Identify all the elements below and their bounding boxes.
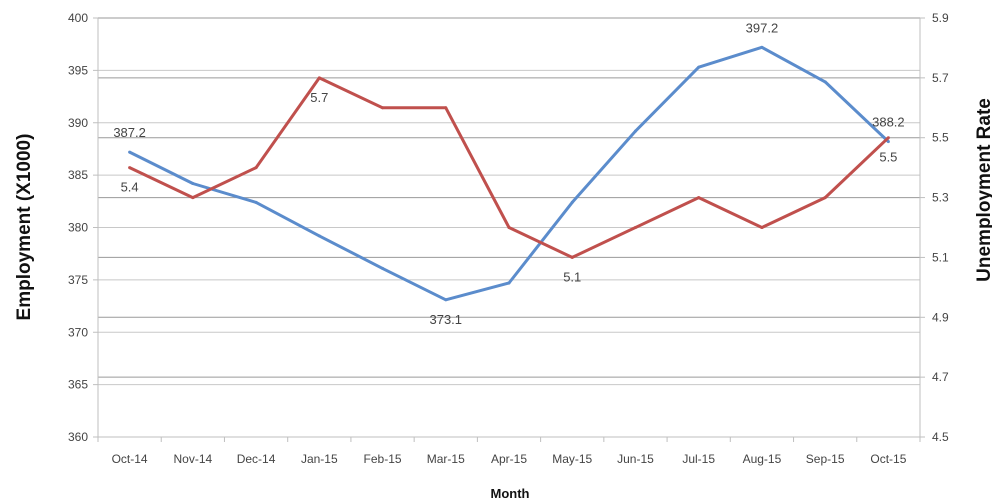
- x-tick-label: Dec-14: [237, 452, 276, 466]
- y-left-tick-label: 370: [68, 325, 88, 339]
- y-left-tick-label: 365: [68, 378, 88, 392]
- x-tick-label: Jul-15: [682, 452, 715, 466]
- data-point-right: [191, 196, 195, 200]
- data-point-right: [317, 76, 321, 80]
- y-right-axis-title: Unemployment Rate: [974, 98, 992, 282]
- y-right-tick-label: 5.7: [932, 71, 949, 85]
- x-tick-label: Sep-15: [806, 452, 845, 466]
- data-point-left: [570, 200, 574, 204]
- y-left-tick-label: 360: [68, 430, 88, 444]
- y-left-axis-title: Employment (X1000): [14, 134, 35, 321]
- data-label: 397.2: [746, 20, 779, 35]
- data-point-right: [254, 166, 258, 170]
- y-left-tick-label: 400: [68, 11, 88, 25]
- data-label: 373.1: [429, 312, 462, 327]
- data-point-right: [697, 196, 701, 200]
- data-point-left: [191, 182, 195, 186]
- data-label: 5.1: [563, 269, 581, 284]
- x-tick-label: May-15: [552, 452, 592, 466]
- y-left-tick-label: 390: [68, 116, 88, 130]
- data-point-right: [128, 166, 132, 170]
- data-point-right: [633, 226, 637, 229]
- data-point-right: [886, 136, 890, 140]
- data-point-right: [507, 226, 511, 229]
- data-point-right: [381, 106, 385, 110]
- x-tick-label: Jun-15: [617, 452, 654, 466]
- data-label: 388.2: [872, 115, 905, 130]
- data-point-left: [381, 266, 385, 270]
- data-point-left: [823, 80, 827, 84]
- x-tick-label: Oct-15: [870, 452, 906, 466]
- data-point-right: [823, 196, 827, 200]
- data-point-left: [760, 45, 764, 49]
- x-tick-label: Jan-15: [301, 452, 338, 466]
- data-point-left: [886, 140, 890, 144]
- x-tick-label: Aug-15: [743, 452, 782, 466]
- y-right-tick-label: 4.7: [932, 370, 949, 384]
- y-right-tick-label: 5.3: [932, 191, 949, 205]
- data-point-right: [760, 226, 764, 229]
- y-right-tick-label: 4.9: [932, 310, 949, 324]
- y-left-tick-label: 380: [68, 221, 88, 235]
- data-label: 5.7: [310, 90, 328, 105]
- data-point-right: [444, 106, 448, 110]
- y-right-tick-label: 5.1: [932, 250, 949, 264]
- data-point-left: [633, 129, 637, 133]
- y-right-tick-label: 5.5: [932, 131, 949, 145]
- data-point-left: [507, 281, 511, 285]
- x-tick-label: Apr-15: [491, 452, 527, 466]
- y-right-tick-label: 5.9: [932, 11, 949, 25]
- data-point-left: [128, 150, 132, 154]
- x-tick-label: Feb-15: [364, 452, 402, 466]
- data-label: 387.2: [113, 125, 146, 140]
- data-label: 5.4: [121, 180, 139, 195]
- series-line-right: [128, 76, 890, 259]
- y-left-tick-label: 375: [68, 273, 88, 287]
- data-point-left: [697, 65, 701, 69]
- y-left-tick-label: 385: [68, 168, 88, 182]
- y-right-tick-label: 4.5: [932, 430, 949, 444]
- data-point-left: [254, 200, 258, 204]
- data-point-right: [570, 255, 574, 259]
- y-left-tick-label: 395: [68, 63, 88, 77]
- x-tick-label: Nov-14: [174, 452, 213, 466]
- x-axis-title: Month: [491, 486, 530, 501]
- data-point-left: [444, 298, 448, 302]
- data-label: 5.5: [879, 150, 897, 165]
- x-tick-label: Oct-14: [112, 452, 148, 466]
- data-point-left: [317, 234, 321, 238]
- x-tick-label: Mar-15: [427, 452, 465, 466]
